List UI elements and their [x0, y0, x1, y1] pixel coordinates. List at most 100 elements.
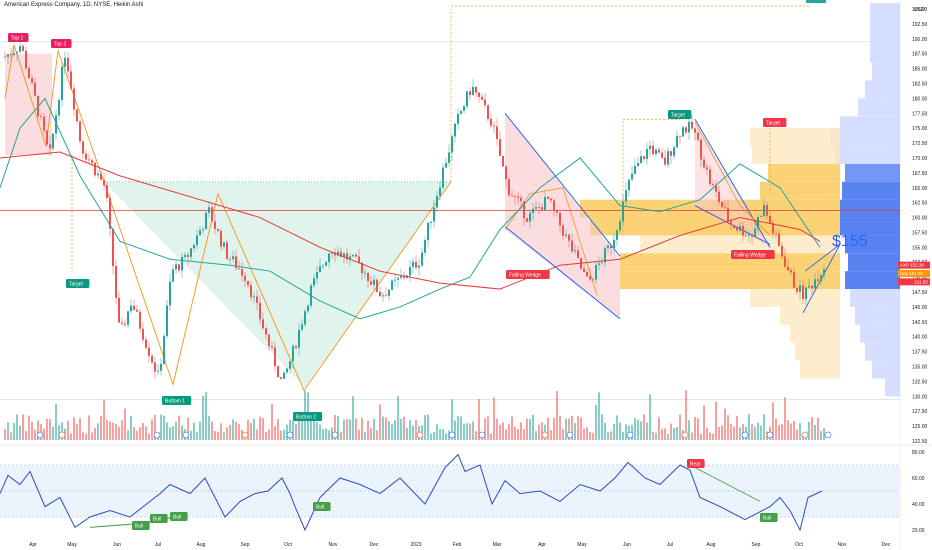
- candle-body: [781, 245, 783, 257]
- mid-price-badge: [898, 269, 930, 277]
- candle-body: [769, 215, 771, 224]
- volume-profile-bar: [760, 181, 840, 200]
- volume-bar: [253, 418, 255, 440]
- price-tick-label: 185.00: [912, 67, 928, 73]
- candle-body: [820, 275, 822, 282]
- candle-body: [79, 121, 81, 142]
- volume-bar: [328, 430, 330, 440]
- volume-bar: [697, 418, 699, 440]
- candle-body: [178, 264, 180, 271]
- price-tick-label: 132.50: [912, 379, 928, 385]
- candle-body: [322, 265, 324, 267]
- candle-body: [67, 57, 69, 72]
- candle-body: [316, 271, 318, 279]
- time-tick-label: Sep: [752, 542, 761, 548]
- candle-body: [799, 285, 801, 292]
- candle-body: [13, 53, 15, 55]
- volume-profile-bar: [860, 324, 900, 343]
- candle-body: [703, 159, 705, 168]
- candle-body: [547, 196, 549, 199]
- candle-body: [118, 297, 120, 323]
- volume-bar: [367, 420, 369, 440]
- candle-body: [202, 229, 204, 231]
- volume-bar: [406, 428, 408, 440]
- rsi-bull-label: Bull: [135, 524, 143, 530]
- volume-bar: [28, 415, 30, 440]
- wedge2-zigzag: [694, 122, 771, 236]
- candle-body: [220, 230, 222, 247]
- candle-body: [139, 311, 141, 329]
- candle-body: [52, 133, 54, 149]
- volume-bar: [103, 399, 105, 440]
- candle-body: [649, 145, 651, 149]
- bottom1-label: Bottom 1: [165, 399, 185, 405]
- volume-bar: [511, 416, 513, 440]
- price-tick-label: 167.50: [912, 171, 928, 177]
- candle-body: [793, 272, 795, 288]
- candle-body: [523, 201, 525, 219]
- time-tick-label: Dec: [370, 542, 379, 548]
- price-tick-label: 127.50: [912, 409, 928, 415]
- candle-body: [28, 68, 30, 79]
- candle-body: [157, 370, 159, 372]
- candle-body: [559, 212, 561, 226]
- candle-body: [469, 91, 471, 96]
- volume-bar: [577, 416, 579, 440]
- candle-body: [205, 212, 207, 230]
- candle-body: [148, 347, 150, 356]
- candle-body: [532, 208, 534, 213]
- candle-body: [340, 251, 342, 257]
- candle-body: [160, 363, 162, 371]
- target-right-label: Target: [766, 121, 781, 127]
- volume-bar: [622, 431, 624, 440]
- candle-body: [514, 196, 516, 198]
- volume-bar: [121, 420, 123, 440]
- volume-bar: [793, 421, 795, 440]
- volume-bar: [187, 417, 189, 440]
- candle-body: [742, 225, 744, 236]
- candle-body: [589, 276, 591, 280]
- candle-body: [274, 347, 276, 367]
- candle-body: [391, 280, 393, 290]
- candle-body: [526, 218, 528, 222]
- volume-bar: [316, 422, 318, 440]
- price-tick-label: 125.00: [912, 424, 928, 430]
- candle-body: [499, 139, 501, 156]
- candle-body: [502, 155, 504, 167]
- volume-bar: [409, 420, 411, 440]
- candle-body: [19, 46, 21, 52]
- candle-body: [361, 262, 363, 274]
- volume-bar: [19, 425, 21, 440]
- volume-bar: [778, 425, 780, 440]
- volume-bar: [61, 422, 63, 440]
- candle-body: [595, 264, 597, 280]
- projection-arrow: [802, 244, 841, 314]
- volume-bar: [499, 424, 501, 440]
- candle-body: [766, 204, 768, 216]
- candle-body: [265, 328, 267, 335]
- candle-body: [796, 287, 798, 292]
- candle-body: [73, 88, 75, 110]
- candle-body: [691, 121, 693, 129]
- event-icon: [331, 431, 339, 439]
- candle-body: [334, 252, 336, 256]
- candle-body: [385, 295, 387, 297]
- candle-body: [775, 233, 777, 235]
- volume-bar: [760, 425, 762, 440]
- volume-bar: [271, 404, 273, 440]
- top2-label: Top 2: [54, 42, 66, 48]
- volume-bar: [211, 421, 213, 440]
- candle-body: [319, 266, 321, 272]
- candle-body: [505, 166, 507, 180]
- volume-bar: [373, 418, 375, 440]
- volume-bar: [541, 422, 543, 440]
- candle-body: [436, 195, 438, 208]
- candle-body: [76, 109, 78, 122]
- volume-bar: [106, 419, 108, 440]
- candle-body: [103, 179, 105, 186]
- candle-body: [709, 169, 711, 185]
- volume-bar: [790, 423, 792, 440]
- volume-bar: [574, 423, 576, 440]
- candle-body: [607, 245, 609, 249]
